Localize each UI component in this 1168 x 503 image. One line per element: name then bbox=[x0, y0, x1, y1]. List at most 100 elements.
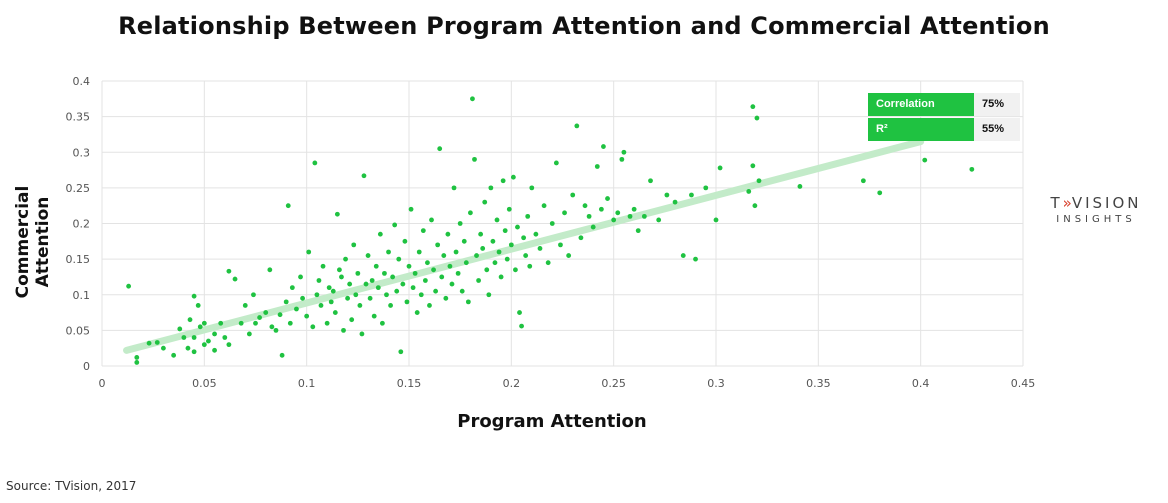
data-point bbox=[316, 278, 322, 283]
data-point bbox=[451, 185, 457, 191]
data-point bbox=[365, 253, 371, 258]
data-point bbox=[375, 285, 381, 291]
data-point bbox=[154, 340, 160, 345]
x-tick-label: 0.25 bbox=[601, 377, 626, 390]
data-point bbox=[635, 228, 641, 234]
data-point bbox=[363, 281, 369, 287]
data-point bbox=[390, 274, 396, 280]
data-point bbox=[465, 299, 471, 305]
data-point bbox=[201, 320, 207, 326]
data-point bbox=[386, 249, 391, 255]
data-point bbox=[134, 355, 140, 360]
data-point bbox=[519, 323, 524, 329]
data-point bbox=[537, 246, 543, 251]
data-point bbox=[416, 249, 422, 255]
data-point bbox=[400, 281, 406, 287]
data-point bbox=[412, 270, 418, 276]
data-point bbox=[486, 292, 492, 298]
y-tick-label: 0.05 bbox=[66, 324, 91, 337]
logo-t: T bbox=[1050, 194, 1063, 212]
trendline bbox=[123, 138, 925, 354]
data-point bbox=[298, 274, 303, 280]
data-point bbox=[226, 268, 232, 274]
data-point bbox=[435, 242, 441, 248]
data-point bbox=[181, 335, 187, 340]
data-point bbox=[388, 303, 393, 308]
y-tick-label: 0.3 bbox=[73, 146, 91, 159]
data-point bbox=[472, 156, 477, 162]
data-point bbox=[357, 303, 363, 308]
data-point bbox=[398, 349, 404, 355]
data-point bbox=[586, 213, 592, 219]
data-point bbox=[494, 217, 500, 223]
data-point bbox=[492, 260, 498, 266]
data-point bbox=[314, 292, 320, 298]
x-tick-label: 0.1 bbox=[298, 377, 316, 390]
data-point bbox=[418, 292, 424, 298]
data-point bbox=[212, 331, 217, 337]
data-point bbox=[246, 331, 252, 337]
data-point bbox=[541, 203, 547, 209]
data-point bbox=[457, 221, 463, 226]
data-point bbox=[461, 238, 467, 244]
data-point bbox=[134, 360, 140, 365]
data-point bbox=[277, 312, 283, 318]
data-point bbox=[306, 249, 312, 255]
data-point bbox=[394, 288, 400, 294]
data-point bbox=[253, 320, 258, 326]
data-point bbox=[379, 320, 385, 326]
data-point bbox=[251, 292, 256, 298]
data-point bbox=[631, 206, 637, 212]
data-point bbox=[312, 160, 318, 166]
data-point bbox=[238, 320, 244, 326]
data-point bbox=[496, 249, 502, 255]
data-point bbox=[504, 256, 510, 262]
data-point bbox=[641, 213, 647, 219]
data-point bbox=[300, 295, 305, 301]
data-point bbox=[433, 288, 439, 294]
data-point bbox=[746, 189, 752, 194]
data-point bbox=[420, 228, 426, 234]
data-point bbox=[605, 196, 610, 201]
data-point bbox=[482, 199, 488, 205]
data-point bbox=[562, 210, 567, 216]
data-point bbox=[441, 253, 447, 258]
x-tick-label: 0 bbox=[99, 377, 106, 390]
stats-value-correlation: 75% bbox=[974, 93, 1020, 116]
data-point bbox=[480, 246, 486, 251]
data-point bbox=[226, 342, 232, 348]
data-point bbox=[590, 224, 596, 230]
data-point bbox=[474, 253, 479, 258]
data-point bbox=[330, 288, 336, 294]
data-point bbox=[328, 299, 334, 305]
data-point bbox=[197, 324, 203, 330]
data-point bbox=[206, 338, 211, 344]
data-point bbox=[517, 310, 522, 315]
data-point bbox=[406, 263, 412, 269]
data-point bbox=[349, 317, 355, 323]
data-point bbox=[510, 174, 516, 180]
chart-title: Relationship Between Program Attention a… bbox=[118, 12, 1050, 40]
data-point bbox=[582, 203, 588, 209]
data-point bbox=[161, 345, 166, 351]
data-point bbox=[332, 310, 338, 315]
data-point bbox=[410, 285, 416, 291]
data-point bbox=[422, 278, 428, 283]
data-point bbox=[521, 235, 527, 241]
y-tick-label: 0.4 bbox=[73, 75, 91, 88]
data-point bbox=[279, 352, 285, 358]
data-point bbox=[529, 185, 535, 191]
data-point bbox=[285, 203, 291, 209]
data-point bbox=[191, 335, 197, 340]
data-point bbox=[680, 253, 686, 258]
data-point bbox=[439, 274, 445, 280]
data-point bbox=[232, 276, 238, 282]
tvision-logo: T»VISION INSIGHTS bbox=[1034, 194, 1158, 225]
data-point bbox=[445, 231, 451, 237]
data-point bbox=[429, 217, 434, 223]
data-point bbox=[574, 123, 580, 129]
stats-label-r-squared: R² bbox=[868, 118, 974, 141]
data-point bbox=[513, 267, 518, 273]
data-point bbox=[377, 231, 383, 237]
tick-labels: 0 0.05 0.1 0.15 0.2 0.25 0.3 0.35 0.4 0 0.05 0.1 0.1… bbox=[66, 75, 1036, 390]
